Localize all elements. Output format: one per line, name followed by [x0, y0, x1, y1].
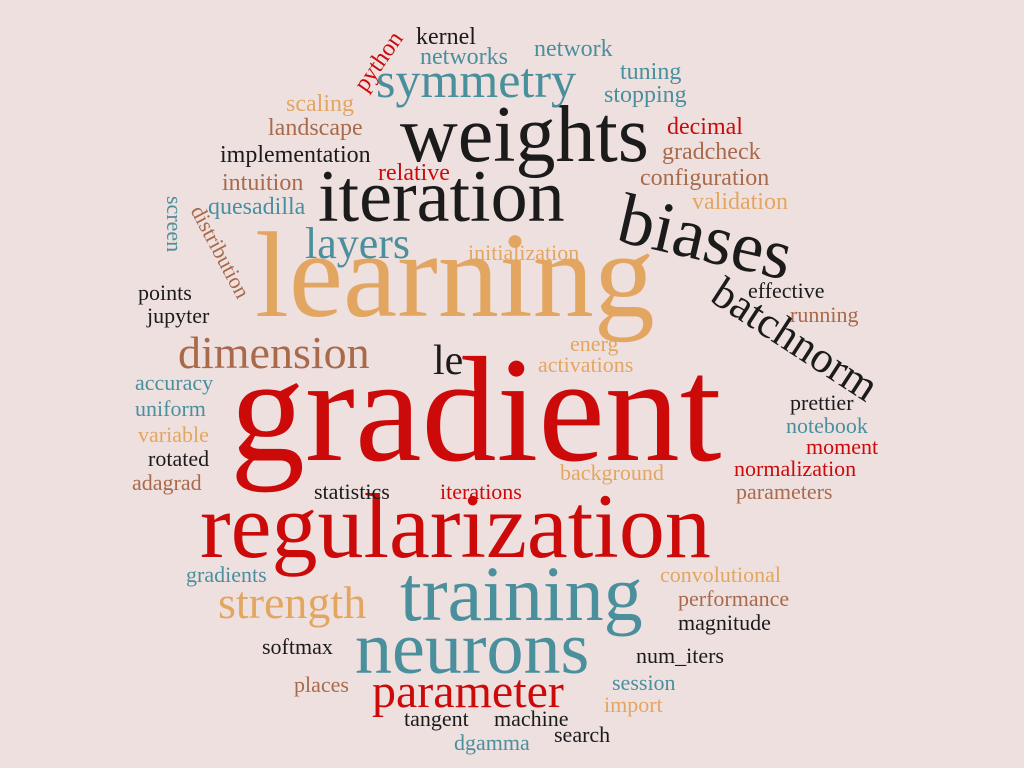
word-accuracy: accuracy: [135, 370, 214, 395]
word-decimal: decimal: [667, 114, 743, 140]
word-le: le: [433, 338, 464, 384]
word-background: background: [560, 460, 664, 485]
word-training: training: [400, 550, 643, 637]
word-parameter: parameter: [372, 665, 564, 718]
word-dgamma: dgamma: [454, 730, 530, 755]
word-jupyter: jupyter: [147, 303, 210, 328]
word-scaling: scaling: [286, 91, 354, 117]
word-uniform: uniform: [135, 396, 206, 421]
word-convolutional: convolutional: [660, 562, 781, 587]
word-variable: variable: [138, 422, 209, 447]
word-gradient: gradient: [230, 327, 722, 493]
word-search: search: [554, 722, 611, 747]
word-intuition: intuition: [222, 170, 304, 196]
word-relative: relative: [378, 160, 450, 186]
word-effective: effective: [748, 278, 825, 303]
word-configuration: configuration: [640, 165, 770, 191]
word-layers: layers: [305, 219, 411, 268]
word-screen: screen: [162, 196, 187, 253]
word-running: running: [790, 302, 859, 327]
word-softmax: softmax: [262, 634, 333, 659]
word-rotated: rotated: [148, 446, 210, 471]
word-adagrad: adagrad: [132, 470, 202, 495]
word-implementation: implementation: [220, 142, 371, 168]
word-stopping: stopping: [604, 82, 687, 108]
word-neurons: neurons: [355, 608, 590, 690]
word-iterations: iterations: [440, 479, 522, 504]
word-moment: moment: [806, 434, 879, 459]
word-places: places: [294, 672, 349, 697]
word-statistics: statistics: [314, 479, 390, 504]
word-tangent: tangent: [404, 706, 469, 731]
word-initialization: initialization: [468, 240, 580, 265]
word-validation: validation: [692, 189, 788, 215]
word-points: points: [138, 280, 192, 305]
word-kernel: kernel: [416, 24, 476, 50]
word-weights: weights: [400, 91, 649, 179]
word-networks: networks: [420, 44, 508, 70]
word-performance: performance: [678, 586, 790, 611]
word-network: network: [534, 36, 613, 62]
word-gradcheck: gradcheck: [662, 139, 761, 165]
word-energ: energ: [570, 331, 619, 356]
word-magnitude: magnitude: [678, 610, 771, 635]
word-machine: machine: [494, 706, 569, 731]
word-notebook: notebook: [786, 413, 868, 438]
word-normalization: normalization: [734, 456, 857, 481]
word-symmetry: symmetry: [376, 52, 576, 108]
word-parameters: parameters: [736, 479, 833, 504]
word-quesadilla: quesadilla: [208, 194, 306, 220]
word-tuning: tuning: [620, 59, 682, 85]
word-gradients: gradients: [186, 562, 267, 587]
word-landscape: landscape: [268, 115, 363, 141]
word-session: session: [612, 670, 676, 695]
word-strength: strength: [218, 577, 367, 628]
word-regularization: regularization: [200, 475, 711, 577]
word-prettier: prettier: [790, 390, 854, 415]
word-import: import: [604, 692, 663, 717]
word-num-iters: num_iters: [636, 643, 724, 668]
word-activations: activations: [538, 352, 634, 377]
word-learning: learning: [255, 208, 655, 343]
word-iteration: iteration: [318, 156, 565, 238]
word-dimension: dimension: [178, 327, 370, 378]
